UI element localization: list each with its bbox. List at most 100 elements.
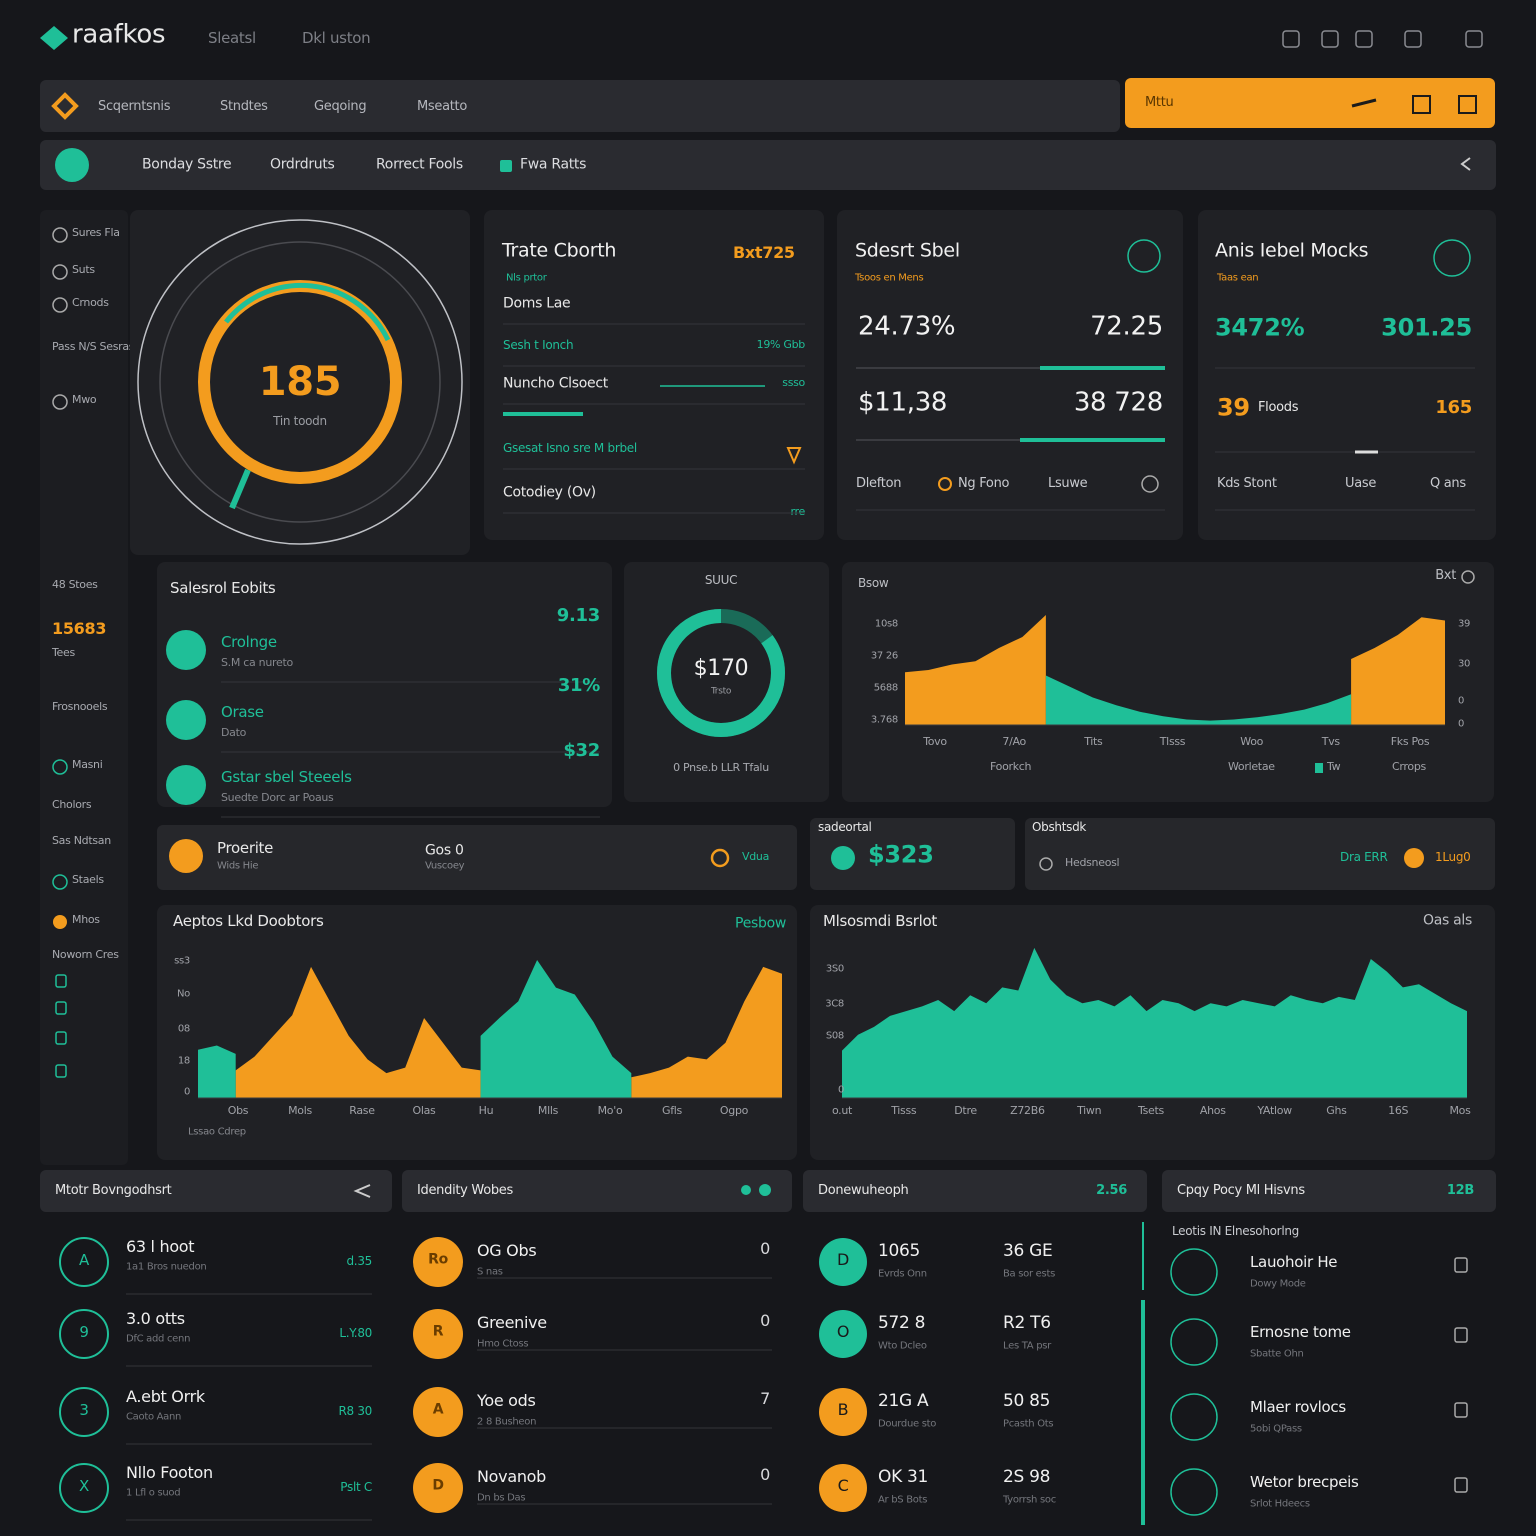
axis-label: 37 26 [871,650,898,661]
item-label: Crolnge [221,633,277,651]
sidebar-icon [52,227,68,243]
item-action[interactable] [1454,1327,1468,1343]
toolbar-icon[interactable] [1412,95,1431,114]
item-icon [166,630,206,670]
sidebar-icon [52,874,68,890]
highlight-bar [1125,78,1495,128]
header-icon[interactable] [1465,30,1483,48]
donut-title: SUUC [705,573,737,587]
axis-label: Tits [1083,735,1103,748]
axis-label: Mols [288,1104,312,1117]
footer-icon [1141,475,1159,493]
item-icon [1170,1318,1218,1366]
card-badge: Bxt725 [733,243,795,262]
header-icon[interactable] [1321,30,1339,48]
axis-label: 30 [1458,658,1470,669]
item-icon [819,1388,867,1436]
metric: 24.73% [858,311,955,341]
list-icon[interactable] [353,1184,371,1198]
toolbar-item[interactable]: Stndtes [220,99,268,114]
card-subtitle: Taas ean [1216,272,1258,283]
item-sub: 2 8 Busheon [477,1416,536,1427]
subnav-item[interactable]: Fwa Ratts [520,157,586,173]
gauge-ring [137,219,463,545]
subnav-item[interactable]: Ordrdruts [270,157,335,173]
axis-label: Obs [228,1104,249,1117]
sidebar-item[interactable]: Suts [72,263,96,276]
sidebar-item[interactable]: Staels [72,873,105,886]
sidebar-item[interactable]: Tees [51,646,76,659]
item-icon [831,846,855,870]
chevron[interactable] [1460,157,1471,171]
legend-entry: Foorkch [990,760,1032,773]
toolbar-item[interactable]: Geqoing [314,99,367,114]
panel [484,210,824,540]
sidebar-item[interactable]: Cholors [52,798,92,811]
sidebar-item[interactable]: 15683 [52,619,106,638]
legend-entry: Crrops [1392,760,1427,773]
panel [157,825,797,890]
item-sub: Hmo Ctoss [477,1338,528,1349]
card-footer: Ng Fono [958,476,1010,491]
sidebar-icon [52,394,68,410]
nav-link[interactable]: Dkl uston [302,29,371,47]
item-icon [59,1463,109,1513]
sidebar-item[interactable]: Pass N/S Sesras [52,340,135,353]
panel [842,562,1494,802]
metric: 301.25 [1381,314,1472,342]
sidebar-icon [53,915,67,929]
axis-label: Olas [413,1104,437,1117]
subnav-item[interactable]: Bonday Sstre [142,157,232,173]
card-subtitle: Tsoos en Mens [854,272,923,283]
sidebar-item[interactable]: Sures Fla [72,226,120,239]
item-value: $32 [563,740,600,761]
sidebar-icon [52,264,68,280]
panel [1198,210,1496,540]
item-label: Novanob [477,1467,546,1486]
item-icon [1039,857,1053,871]
header-icon[interactable] [1282,30,1300,48]
panel [810,818,1015,890]
card-subtitle: Nls prtor [506,272,548,283]
axis-label: Mos [1449,1104,1471,1117]
sidebar-item[interactable]: 48 Stoes [52,578,98,591]
axis-label: Gfls [662,1104,683,1117]
item-icon [710,848,730,868]
sidebar-item[interactable]: Mwo [72,393,97,406]
row-value: ssso [782,376,805,389]
axis-label: Tovo [922,735,947,748]
row-label: Nuncho Clsoect [503,376,609,392]
header-icon[interactable] [1355,30,1373,48]
item-label: Orase [221,703,264,721]
subnav-item[interactable]: Rorrect Fools [376,157,463,173]
item-sub: S.M ca nureto [221,656,293,669]
sidebar-item[interactable]: Masni [72,758,103,771]
sidebar-item[interactable]: Sas Ndtsan [52,834,112,847]
sidebar-item[interactable]: Frosnooels [52,700,108,713]
item-icon [1170,1393,1218,1441]
sidebar-icon [52,297,68,313]
highlight-label[interactable]: Mttu [1145,95,1174,110]
list-icon [741,1185,751,1195]
toolbar-icon[interactable] [1458,95,1477,114]
sidebar-item[interactable]: Crnods [72,296,109,309]
item-action[interactable] [1454,1257,1468,1273]
item-sub: Tyorrsh soc [1002,1494,1056,1505]
item-icon-label: A [433,1402,444,1418]
sidebar-item[interactable]: Mhos [72,913,101,926]
item-action[interactable] [1454,1402,1468,1418]
item-icon [819,1310,867,1358]
row-value: 19% Gbb [757,338,806,351]
axis-label: 0 [184,1086,190,1097]
axis-label: 0 [1458,695,1464,706]
sidebar-item[interactable]: Noworn Cres [52,948,120,961]
item-icon-label: Ro [428,1252,448,1268]
nav-link[interactable]: Sleatsl [208,29,256,47]
item-sub: DfC add cenn [126,1333,190,1344]
axis-label: No [177,988,190,999]
header-icon[interactable] [1404,30,1422,48]
item-value: $323 [868,841,934,869]
item-action[interactable] [1454,1477,1468,1493]
toolbar-item[interactable]: Scqerntsnis [98,99,171,114]
toolbar-item[interactable]: Mseatto [417,99,468,114]
